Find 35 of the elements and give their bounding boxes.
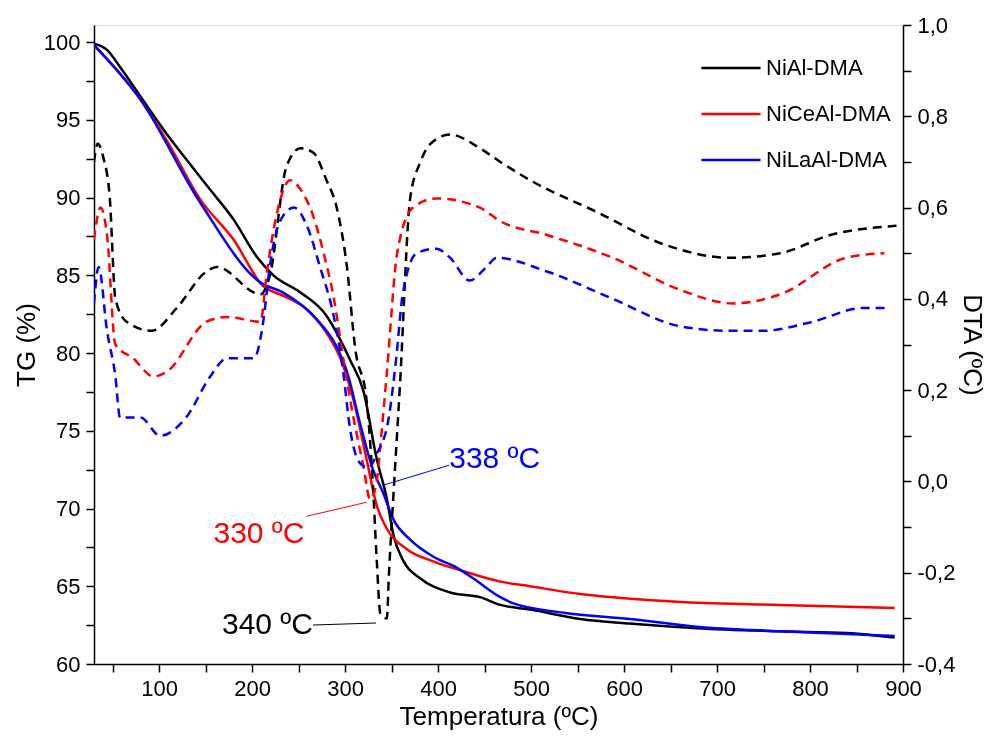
y-tick-label: 100 xyxy=(43,29,81,55)
y-tick-label: 90 xyxy=(56,185,81,211)
x-tick-label: 100 xyxy=(141,675,178,701)
annotation: 330 ºC xyxy=(213,516,305,550)
x-tick-label: 200 xyxy=(234,675,271,701)
annotation: 338 ºC xyxy=(449,441,541,475)
y-tick-label: 70 xyxy=(56,496,81,522)
y2-tick-label: 0,6 xyxy=(917,195,949,221)
y-tick-label: 75 xyxy=(56,418,81,444)
y-axis-title: TG (%) xyxy=(10,303,41,387)
legend-label: NiAl-DMA xyxy=(766,55,863,80)
x-axis-title: Temperatura (ºC) xyxy=(399,700,599,731)
y2-tick-label: 0,8 xyxy=(917,103,949,129)
y-tick-label: 95 xyxy=(56,107,81,133)
x-tick-label: 400 xyxy=(420,675,457,701)
y2-tick-label: 1,0 xyxy=(917,12,949,38)
y2-axis-title: DTA (ºC) xyxy=(958,294,989,396)
annotation: 340 ºC xyxy=(221,607,313,640)
legend-label: NiLaAl-DMA xyxy=(766,147,888,172)
x-tick-label: 800 xyxy=(792,675,829,701)
x-tick-label: 600 xyxy=(606,675,643,701)
y2-tick-label: 0,0 xyxy=(917,468,949,494)
y-tick-label: 60 xyxy=(56,651,81,677)
y2-tick-label: 0,4 xyxy=(917,286,949,312)
x-tick-label: 300 xyxy=(327,675,364,701)
x-tick-label: 700 xyxy=(699,675,736,701)
legend-label: NiCeAl-DMA xyxy=(766,101,891,126)
y-tick-label: 85 xyxy=(56,262,81,288)
y-tick-label: 65 xyxy=(56,573,81,599)
y2-tick-label: 0,2 xyxy=(917,377,949,403)
x-tick-label: 500 xyxy=(513,675,550,701)
y2-tick-label: -0,2 xyxy=(917,560,956,586)
x-tick-label: 900 xyxy=(885,675,922,701)
y2-tick-label: -0,4 xyxy=(917,651,956,677)
y-tick-label: 80 xyxy=(56,340,81,366)
